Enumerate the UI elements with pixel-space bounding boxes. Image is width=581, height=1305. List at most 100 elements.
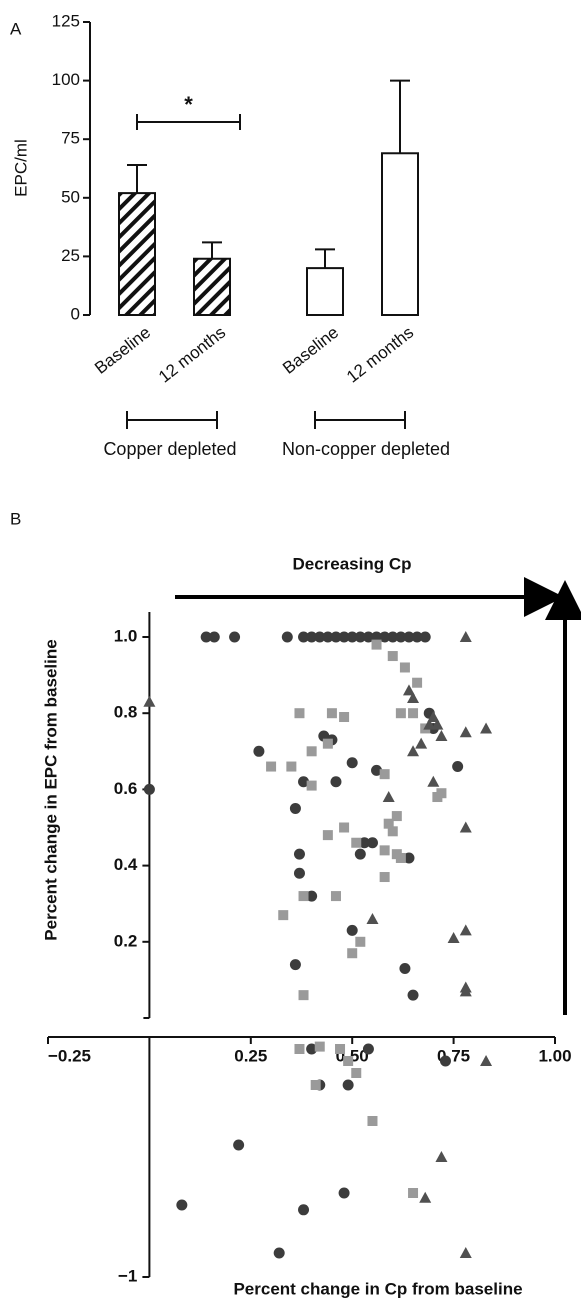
bar <box>193 257 231 316</box>
x-tick-label: Baseline <box>279 323 342 378</box>
point <box>338 631 350 643</box>
point <box>330 631 342 643</box>
point <box>314 1041 325 1052</box>
point <box>395 631 407 643</box>
point <box>354 848 366 860</box>
point <box>314 631 326 643</box>
point <box>306 780 317 791</box>
y-tick-label: 0.2 <box>114 931 138 950</box>
chart-title: Decreasing Cp <box>292 554 411 573</box>
point <box>347 948 358 959</box>
point <box>322 631 334 643</box>
bar <box>381 152 419 316</box>
point <box>362 631 374 643</box>
point <box>459 631 472 642</box>
y-tick-label: 0.6 <box>114 779 138 798</box>
point <box>335 1044 346 1054</box>
point <box>387 826 398 837</box>
point <box>439 1055 451 1067</box>
bar <box>118 192 156 316</box>
point <box>306 1043 318 1055</box>
point <box>452 761 464 773</box>
point <box>407 745 420 757</box>
point <box>306 631 318 643</box>
point <box>293 848 305 860</box>
x-tick-label: 12 months <box>343 323 417 387</box>
x-tick-label: 12 months <box>155 323 229 387</box>
point <box>298 631 310 643</box>
point <box>419 631 431 643</box>
point <box>322 830 333 841</box>
point <box>208 631 220 643</box>
x-tick-label: −0.25 <box>48 1046 91 1065</box>
point <box>355 936 366 947</box>
y-tick-label: 100 <box>52 70 80 89</box>
point <box>412 677 423 688</box>
point <box>436 788 447 799</box>
point <box>358 837 370 849</box>
point <box>427 711 440 723</box>
bar <box>306 267 344 316</box>
point <box>366 837 378 849</box>
point <box>342 1079 354 1091</box>
point <box>480 722 493 734</box>
panel-label: B <box>10 509 21 528</box>
y-axis-label: Percent change in EPC from baseline <box>41 639 60 940</box>
point <box>402 684 415 696</box>
y-tick-label: 125 <box>52 11 80 30</box>
group-label: Non-copper depleted <box>282 439 450 459</box>
point <box>407 691 420 703</box>
point <box>459 1247 472 1258</box>
group-label: Copper depleted <box>103 439 236 459</box>
y-tick-label: 0.8 <box>114 703 138 722</box>
point <box>339 712 350 723</box>
point <box>351 1068 362 1078</box>
point <box>351 837 362 848</box>
point <box>294 708 305 719</box>
point <box>229 631 241 643</box>
point <box>366 912 379 924</box>
point <box>459 985 472 997</box>
point <box>411 631 423 643</box>
y-axis-label: EPC/ml <box>11 139 30 197</box>
panel-b: B Decreasing Cp Percent change in Cp from … <box>10 509 581 1298</box>
point <box>322 738 333 749</box>
point <box>143 783 155 795</box>
point <box>447 931 460 943</box>
point <box>343 1056 354 1066</box>
point <box>273 1247 285 1259</box>
point <box>399 662 410 673</box>
x-tick-label: 0.25 <box>234 1046 267 1065</box>
point <box>383 818 394 829</box>
point <box>354 631 366 643</box>
point <box>233 1139 245 1151</box>
panel-label: A <box>10 19 22 38</box>
point <box>294 1044 305 1054</box>
point <box>371 639 382 650</box>
point <box>330 776 342 788</box>
point <box>298 891 309 902</box>
point <box>278 910 289 921</box>
y-tick-label: 25 <box>61 246 80 265</box>
y-tick-label: −1 <box>118 1266 137 1285</box>
point <box>379 631 391 643</box>
point <box>310 1080 321 1090</box>
point <box>459 924 472 936</box>
point <box>387 651 398 662</box>
point <box>339 822 350 833</box>
point <box>459 726 472 738</box>
point <box>395 708 406 719</box>
y-tick-label: 0 <box>71 304 80 323</box>
point <box>387 631 399 643</box>
point <box>306 746 317 757</box>
x-axis-label: Percent change in Cp from baseline <box>233 1279 522 1298</box>
y-tick-label: 75 <box>61 129 80 148</box>
point <box>330 891 341 902</box>
point <box>379 872 390 883</box>
point <box>253 745 265 757</box>
point <box>266 761 277 772</box>
point <box>371 764 383 776</box>
